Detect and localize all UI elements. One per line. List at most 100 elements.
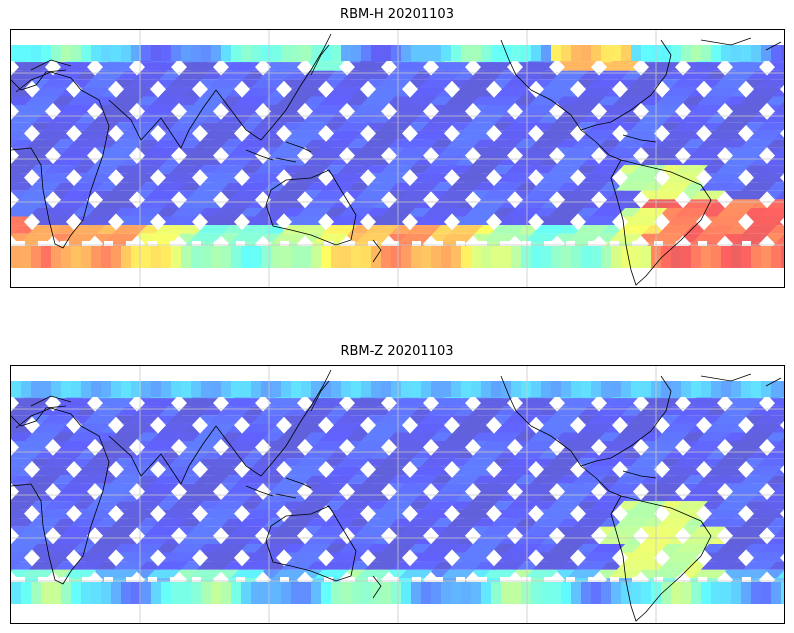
swath-segment [379, 165, 414, 174]
swath-band-south [471, 582, 481, 604]
swath-segment [194, 139, 229, 148]
swath-band-south [531, 582, 541, 604]
coverage-gap [566, 577, 575, 582]
swath-band-north [61, 381, 71, 397]
swath-segment [503, 79, 538, 88]
swath-segment [77, 509, 112, 519]
coverage-gap [698, 577, 707, 582]
swath-band-south [491, 246, 501, 268]
swath-band-north [671, 45, 681, 61]
swath-segment [713, 415, 748, 424]
swath-band-north [691, 45, 701, 61]
swath-band-north [771, 45, 781, 61]
swath-band-south [681, 246, 691, 268]
swath-band-south [501, 246, 511, 268]
swath-band-north [541, 381, 551, 397]
swath-segment [419, 415, 454, 424]
swath-segment [608, 233, 643, 243]
coverage-gap [676, 241, 685, 246]
swath-band-south [611, 246, 621, 268]
swath-band-north [21, 45, 31, 61]
swath-band-north [731, 45, 741, 61]
swath-segment [599, 199, 634, 208]
swath-segment [210, 122, 245, 131]
swath-band-north [41, 381, 51, 397]
coverage-gap [280, 577, 289, 582]
swath-segment [364, 561, 399, 570]
swath-segment [20, 569, 55, 579]
swath-band-north [441, 45, 451, 61]
swath-segment [60, 147, 95, 157]
swath-segment [742, 225, 777, 234]
swath-segment [252, 458, 287, 467]
swath-band-south [321, 582, 331, 604]
swath-segment [734, 569, 769, 579]
coverage-gap [104, 577, 113, 582]
swath-segment [549, 207, 584, 217]
swath-segment [771, 398, 784, 407]
swath-segment [26, 139, 61, 148]
swath-segment [519, 398, 554, 407]
swath-segment [696, 432, 732, 442]
swath-segment [633, 207, 668, 217]
swath-segment [771, 62, 784, 71]
swath-segment [490, 225, 525, 234]
swath-segment [183, 62, 218, 71]
swath-segment [204, 552, 240, 562]
swath-segment [337, 501, 372, 510]
swath-segment [757, 501, 784, 510]
swath-segment [356, 233, 391, 243]
swath-band-south [191, 582, 201, 604]
swath-segment [104, 569, 139, 579]
coastline [245, 141, 312, 163]
swath-segment [352, 105, 387, 114]
swath-band-north [341, 45, 351, 61]
swath-segment [377, 79, 412, 88]
swath-band-north [481, 381, 491, 397]
swath-segment [167, 415, 202, 424]
swath-segment [11, 543, 38, 553]
swath-segment [665, 509, 700, 519]
swath-segment [489, 182, 524, 191]
swath-segment [336, 122, 371, 131]
swath-segment [473, 199, 508, 208]
swath-band-south [41, 582, 51, 604]
swath-segment [461, 415, 496, 424]
coverage-gap [192, 241, 201, 246]
swath-segment [648, 483, 683, 493]
swath-segment [363, 518, 398, 527]
swath-segment [454, 130, 489, 140]
swath-segment [756, 458, 784, 467]
swath-segment [293, 415, 328, 424]
swath-segment [244, 466, 279, 476]
swath-segment [11, 216, 30, 226]
swath-segment [505, 165, 540, 174]
gridlines [11, 30, 784, 287]
swath-segment [486, 96, 522, 106]
swath-segment [420, 122, 455, 131]
swath-segment [108, 96, 144, 106]
swath-segment [355, 526, 390, 536]
swath-segment [729, 398, 764, 407]
swath-segment [234, 432, 270, 442]
swath-segment [34, 466, 69, 476]
swath-segment [498, 552, 534, 562]
swath-band-north [361, 381, 371, 397]
swath-band-north [751, 381, 761, 397]
swath-segment [270, 147, 305, 157]
swath-segment [369, 87, 404, 97]
swath-segment [673, 165, 708, 174]
swath-segment [621, 87, 656, 97]
swath-segment [310, 441, 345, 450]
swath-segment [782, 146, 784, 148]
swath-band-south [171, 582, 181, 604]
swath-band-north [211, 45, 221, 61]
swath-segment [580, 130, 615, 140]
swath-segment [362, 475, 397, 484]
swath-segment [119, 173, 154, 183]
swath-segment [504, 458, 539, 467]
swath-band-south [111, 246, 121, 268]
swath-segment [28, 561, 63, 570]
coverage-gap [456, 241, 465, 246]
coverage-gap [522, 577, 531, 582]
